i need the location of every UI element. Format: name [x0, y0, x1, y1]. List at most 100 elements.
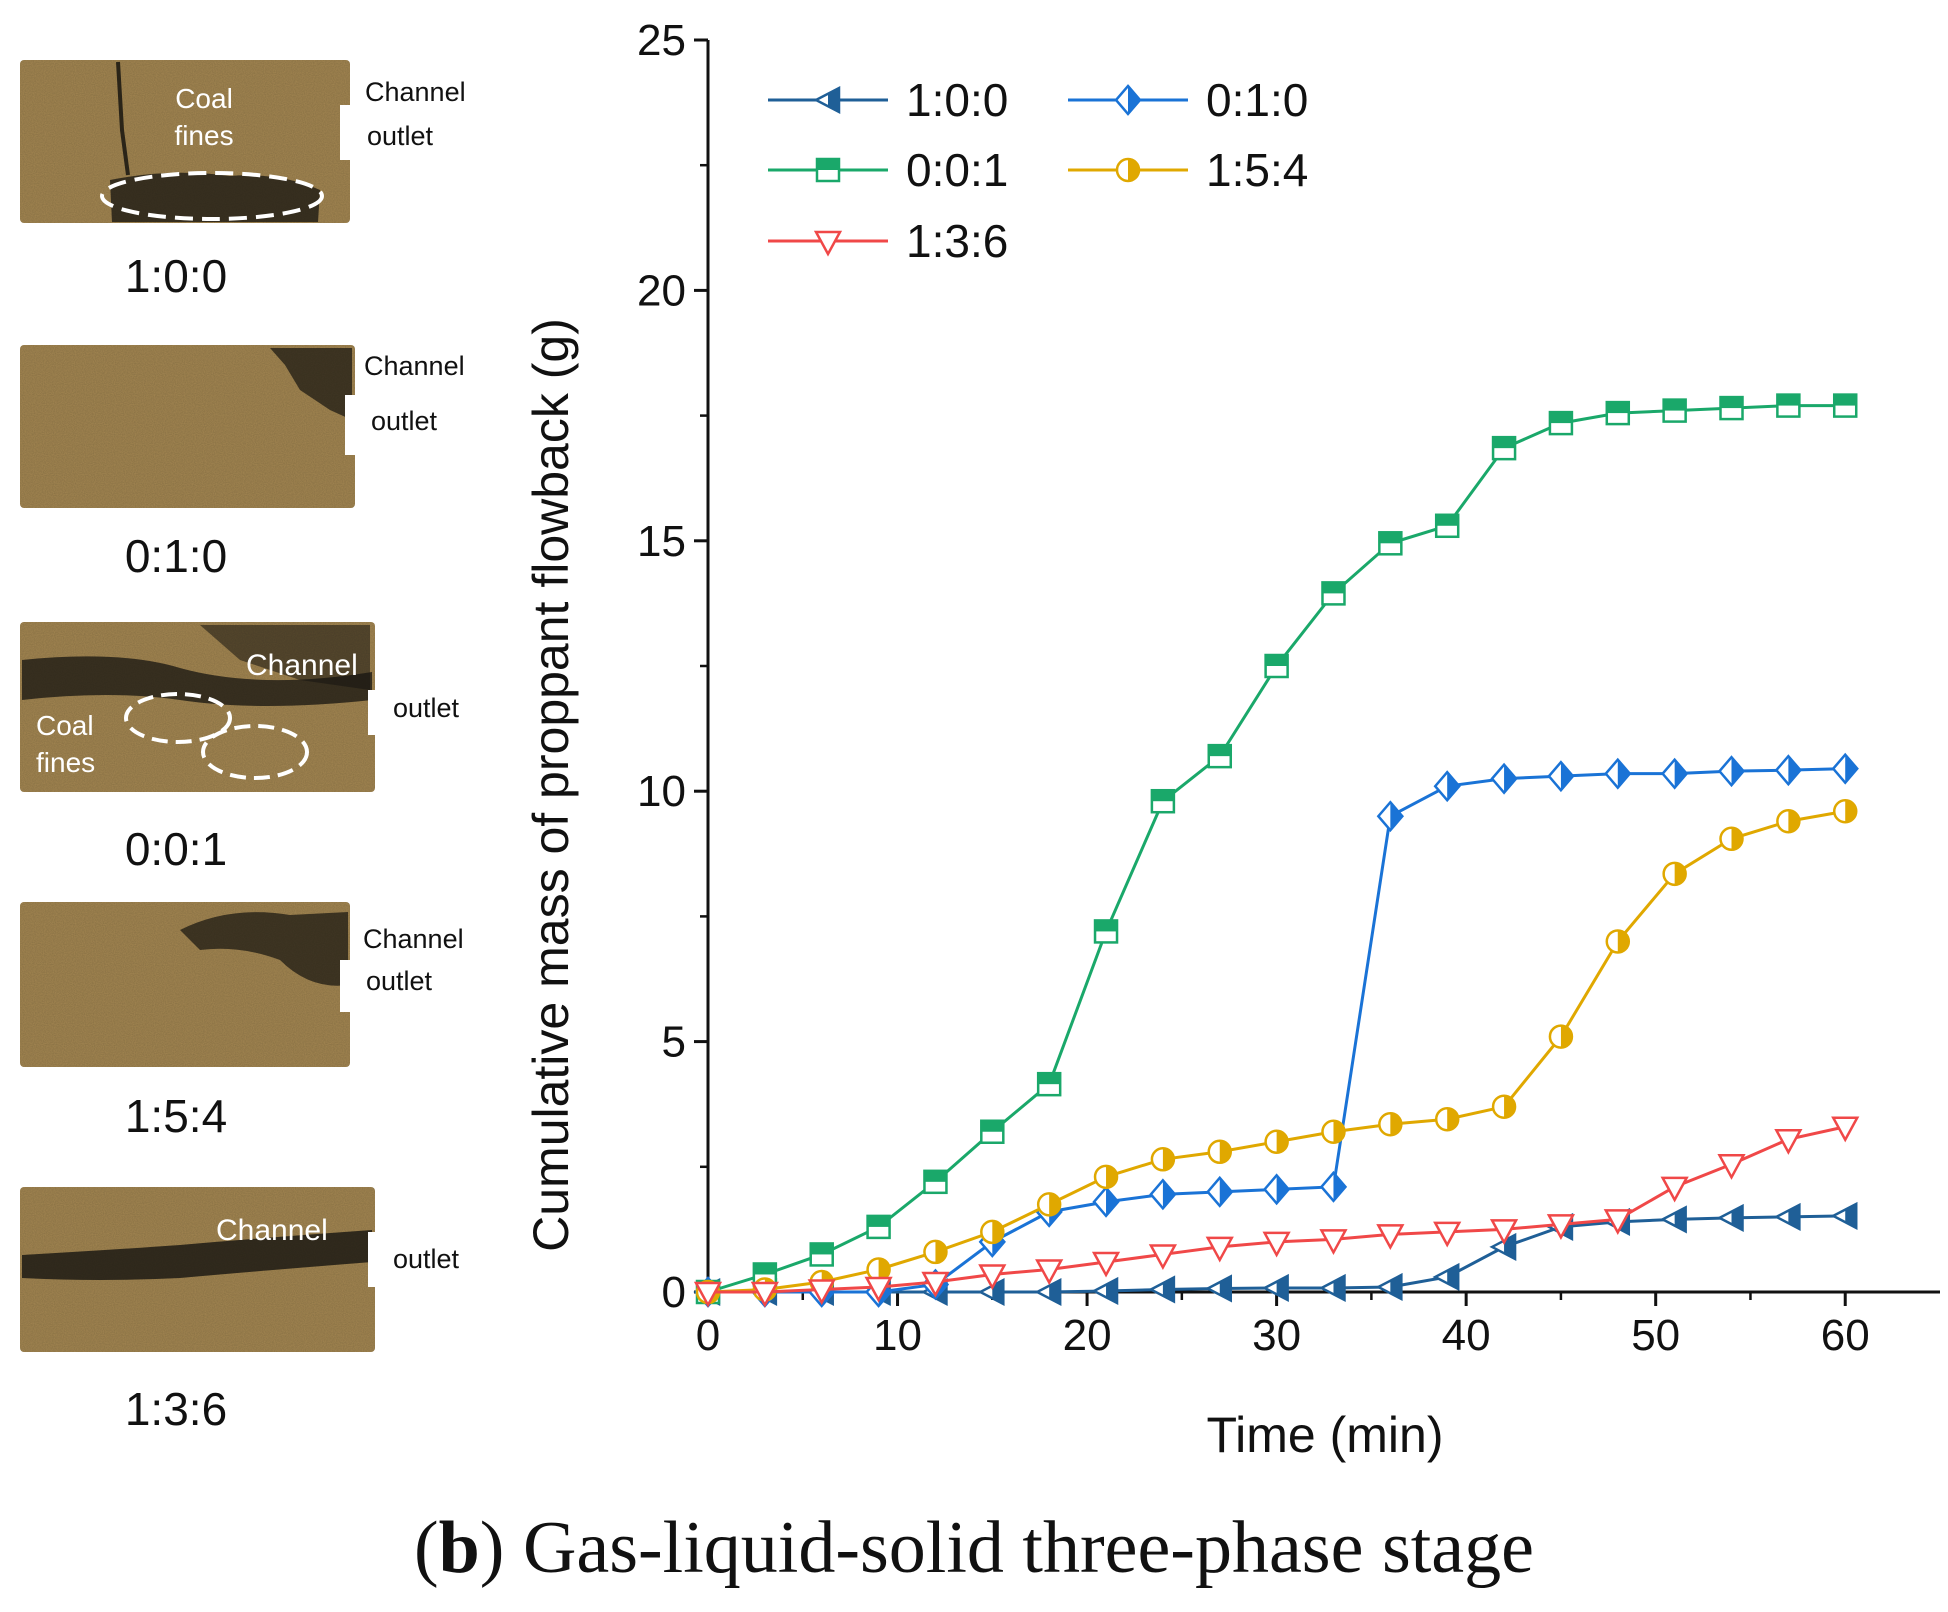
marker-fill [1436, 514, 1459, 526]
data-point [1774, 1129, 1803, 1155]
marker-fill [1606, 402, 1629, 414]
label-outlet: outlet [393, 693, 460, 723]
marker-fill [1560, 762, 1573, 791]
data-point [1659, 1205, 1687, 1234]
marker-fill [1663, 399, 1686, 411]
marker-fill [1265, 655, 1288, 666]
data-point [1773, 1202, 1801, 1231]
legend: 1:0:0 0:1:0 0:0:1 1:5:4 1:3:6 [768, 74, 1308, 267]
data-point [1491, 1094, 1517, 1119]
sample-panel-0-0-1: Channel outlet Coal fines 0:0:1 [20, 622, 460, 875]
marker-fill [1106, 1278, 1118, 1303]
legend-item-1-3-6: 1:3:6 [768, 215, 1008, 267]
fracture-void [110, 172, 320, 222]
series-0-0-1 [695, 393, 1858, 1305]
marker-outline [1603, 1209, 1632, 1235]
marker-fill [1128, 159, 1139, 181]
data-point [813, 85, 841, 115]
data-point [1091, 1251, 1121, 1278]
data-point [1830, 1201, 1858, 1230]
data-point [750, 1281, 779, 1308]
marker-fill [1617, 930, 1629, 953]
marker-fill [1504, 1095, 1516, 1118]
outlet-notch [368, 1232, 382, 1287]
data-point [1776, 393, 1801, 418]
x-tick-label: 20 [1063, 1311, 1112, 1360]
legend-label: 0:0:1 [906, 144, 1008, 196]
marker-fill [992, 1220, 1004, 1243]
data-point [923, 1239, 948, 1265]
outlet-notch [368, 690, 382, 735]
marker-outline [1148, 1244, 1177, 1271]
marker-fill [1674, 759, 1687, 788]
marker-outline [1546, 1214, 1576, 1241]
data-point [1831, 1116, 1860, 1143]
data-point [1148, 1244, 1177, 1271]
caption-paren-open: ( [414, 1507, 439, 1589]
data-point [1719, 395, 1744, 421]
marker-fill [1106, 1165, 1118, 1188]
data-point [1264, 653, 1289, 679]
data-point [1433, 770, 1461, 803]
ratio-label: 1:0:0 [125, 250, 227, 302]
data-point [1716, 1203, 1744, 1232]
y-tick-label: 20 [637, 266, 686, 315]
data-point [1662, 398, 1687, 423]
marker-fill [1276, 1130, 1288, 1153]
x-axis-title: Time (min) [1206, 1407, 1443, 1463]
legend-item-1-0-0: 1:0:0 [768, 74, 1008, 126]
ratio-label: 1:5:4 [125, 1090, 227, 1142]
outlet-notch [340, 105, 354, 160]
data-point [1546, 1214, 1576, 1241]
marker-outline [1489, 1219, 1519, 1246]
marker-fill [1276, 1275, 1288, 1300]
label-outlet: outlet [366, 966, 433, 996]
data-point [1150, 1147, 1176, 1172]
marker-fill [1447, 1108, 1459, 1131]
ratio-label: 0:0:1 [125, 823, 227, 875]
marker-fill [1731, 757, 1744, 786]
data-point [1548, 410, 1574, 436]
marker-fill [1390, 1274, 1402, 1299]
marker-fill [1504, 764, 1517, 793]
caption-text: Gas-liquid-solid three-phase stage [504, 1507, 1534, 1589]
marker-fill [1777, 394, 1800, 406]
y-axis-title: Cumulative mass of proppant flowback (g) [523, 318, 579, 1252]
data-point [980, 1219, 1005, 1245]
marker-outline [1262, 1231, 1291, 1258]
data-point [1205, 1236, 1234, 1263]
label-coal: Coal [36, 710, 94, 741]
data-point [1432, 1262, 1460, 1292]
data-point [1206, 1175, 1234, 1208]
data-point [1660, 1176, 1689, 1203]
data-point [1115, 157, 1141, 183]
label-channel: Channel [365, 77, 466, 107]
legend-item-1-5-4: 1:5:4 [1068, 144, 1308, 196]
marker-fill [1162, 1277, 1174, 1302]
marker-fill [1720, 397, 1743, 409]
marker-fill [1447, 772, 1460, 801]
marker-fill [1151, 790, 1174, 802]
coal-fines-outline [100, 171, 324, 221]
marker-fill [1788, 756, 1801, 785]
legend-label: 1:3:6 [906, 215, 1008, 267]
marker-fill [1038, 1073, 1061, 1085]
data-point [1717, 1154, 1746, 1180]
marker-fill [1788, 1204, 1800, 1229]
marker-outline [813, 230, 843, 257]
ratio-label: 0:1:0 [125, 530, 227, 582]
outlet-notch [345, 395, 359, 455]
marker-fill [1390, 1113, 1402, 1136]
y-tick-label: 10 [637, 767, 686, 816]
marker-fill [1834, 394, 1857, 406]
y-tick-label: 25 [637, 16, 686, 65]
marker-fill [1447, 1264, 1459, 1289]
x-tick-label: 60 [1821, 1311, 1870, 1360]
marker-fill [810, 1243, 833, 1255]
data-point [1036, 1192, 1062, 1217]
data-point [1776, 808, 1801, 834]
legend-item-0-1-0: 0:1:0 [1068, 74, 1308, 126]
marker-fill [1106, 1187, 1119, 1216]
marker-fill [1390, 802, 1403, 831]
